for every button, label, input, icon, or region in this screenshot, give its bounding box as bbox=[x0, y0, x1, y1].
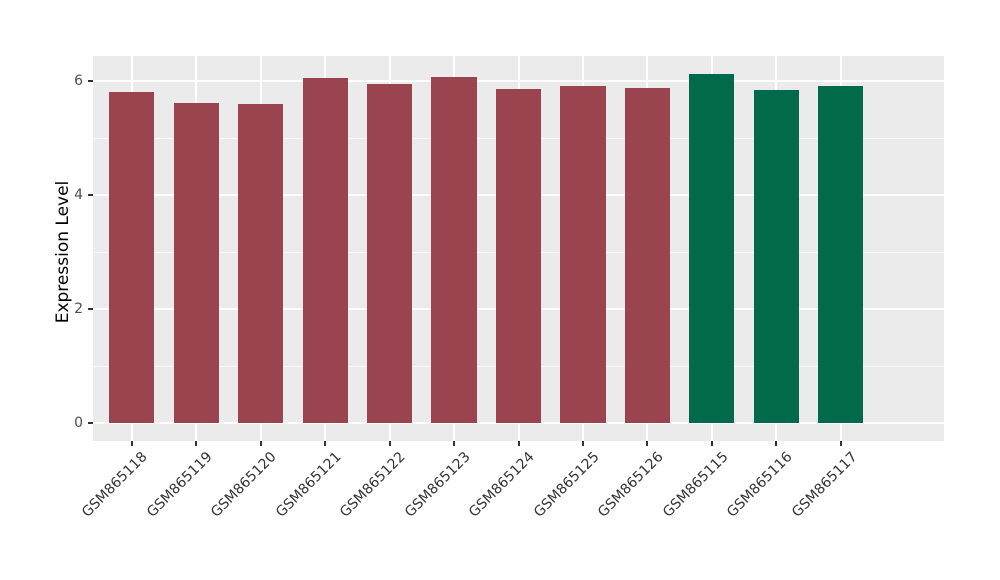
x-tick-mark bbox=[839, 441, 842, 446]
bar-GSM865115 bbox=[689, 74, 735, 423]
x-tick-label-GSM865121: GSM865121 bbox=[272, 449, 345, 521]
x-tick-label-GSM865123: GSM865123 bbox=[401, 449, 474, 521]
x-tick-label-GSM865122: GSM865122 bbox=[337, 449, 409, 521]
x-tick-label-GSM865119: GSM865119 bbox=[143, 449, 216, 521]
x-tick-mark bbox=[388, 441, 391, 446]
y-tick-label: 6 bbox=[74, 73, 83, 89]
y-tick-label: 4 bbox=[74, 187, 83, 203]
x-tick-mark bbox=[646, 441, 649, 446]
x-tick-mark bbox=[517, 441, 520, 446]
y-tick-mark bbox=[88, 194, 93, 196]
x-tick-label-GSM865115: GSM865115 bbox=[659, 449, 732, 521]
x-tick-label-GSM865124: GSM865124 bbox=[466, 449, 538, 521]
bar-GSM865122 bbox=[366, 83, 413, 423]
bar-GSM865119 bbox=[173, 102, 219, 423]
plot-panel bbox=[93, 56, 944, 441]
y-tick-mark bbox=[88, 80, 93, 82]
x-tick-label-GSM865118: GSM865118 bbox=[79, 449, 152, 521]
x-tick-mark bbox=[130, 441, 133, 446]
y-tick-mark bbox=[88, 308, 93, 310]
bar-GSM865116 bbox=[753, 89, 799, 423]
bar-GSM865120 bbox=[238, 104, 284, 423]
x-tick-label-GSM865116: GSM865116 bbox=[724, 449, 796, 521]
x-tick-mark bbox=[453, 441, 456, 446]
x-tick-label-GSM865117: GSM865117 bbox=[788, 449, 861, 521]
y-tick-label: 2 bbox=[74, 301, 83, 317]
bar-GSM865123 bbox=[431, 77, 477, 423]
bar-GSM865126 bbox=[624, 88, 670, 423]
x-tick-mark bbox=[581, 441, 584, 446]
x-tick-mark bbox=[324, 441, 327, 446]
y-tick-mark bbox=[88, 422, 93, 424]
x-tick-label-GSM865126: GSM865126 bbox=[595, 449, 667, 521]
bar-GSM865121 bbox=[302, 78, 348, 423]
x-tick-label-GSM865125: GSM865125 bbox=[530, 449, 603, 521]
x-tick-mark bbox=[775, 441, 778, 446]
x-tick-mark bbox=[259, 441, 262, 446]
y-tick-label: 0 bbox=[74, 415, 83, 431]
bar-GSM865124 bbox=[495, 88, 542, 423]
bar-GSM865125 bbox=[560, 85, 606, 423]
x-tick-label-GSM865120: GSM865120 bbox=[208, 449, 280, 521]
x-tick-mark bbox=[195, 441, 198, 446]
x-tick-mark bbox=[710, 441, 713, 446]
bar-GSM865118 bbox=[109, 92, 155, 423]
y-axis-title: Expression Level bbox=[53, 180, 73, 324]
bar-GSM865117 bbox=[818, 86, 864, 423]
